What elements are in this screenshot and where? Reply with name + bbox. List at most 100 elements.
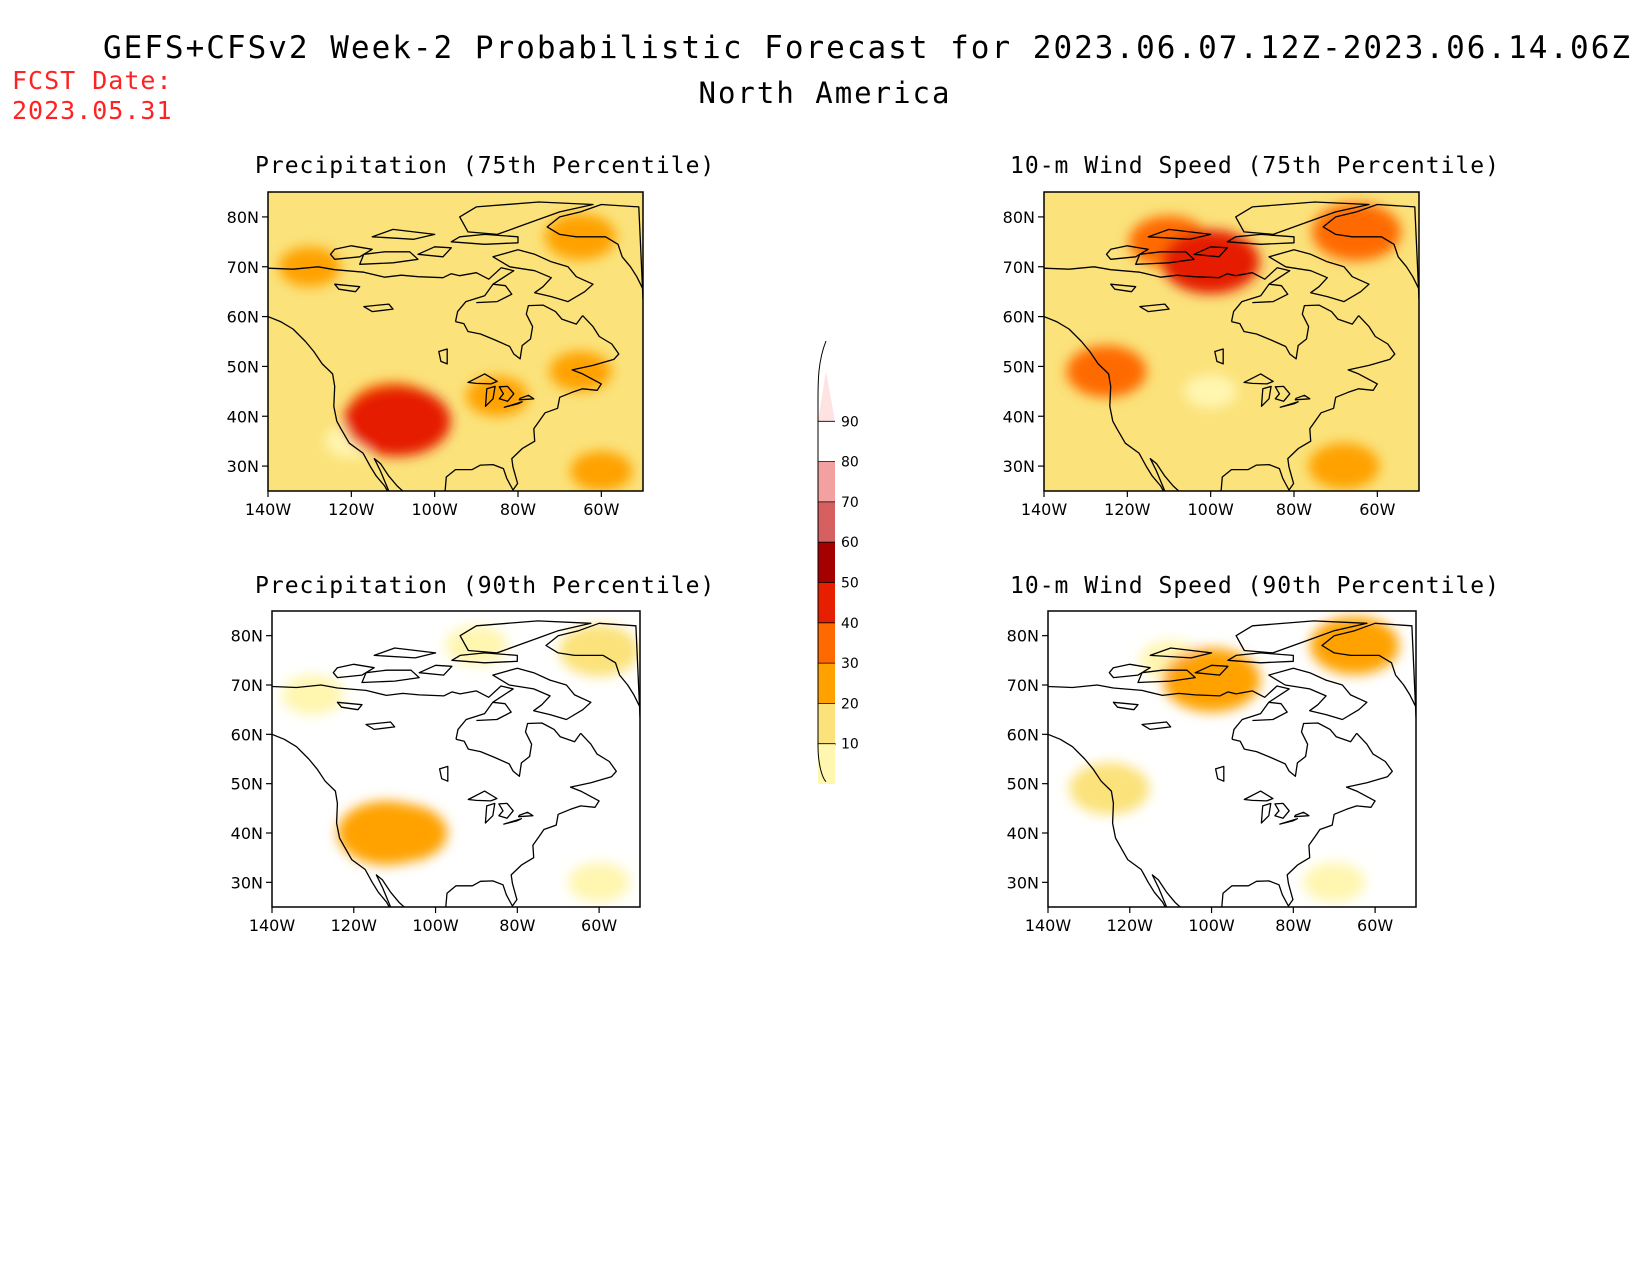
coastline-greenland: [545, 622, 640, 718]
coastline-greenland: [1322, 203, 1419, 300]
arctic-island: [361, 669, 420, 684]
great-lake: [1294, 394, 1311, 401]
lake: [438, 348, 448, 365]
colorbar-label: 60: [841, 535, 859, 551]
great-lake: [503, 401, 523, 408]
lon-tick-label: 120W: [1104, 500, 1151, 519]
arctic-island: [332, 663, 375, 679]
coastline-arctic: [268, 266, 515, 285]
great-lake: [1260, 802, 1272, 824]
lat-tick-label: 50N: [1007, 775, 1039, 794]
coastline-arctic: [1044, 266, 1291, 285]
lat-tick-label: 70N: [1007, 676, 1039, 695]
lon-tick-label: 100W: [1187, 500, 1234, 519]
lake: [1141, 721, 1172, 731]
great-lake: [498, 802, 514, 819]
map-panel-3: 140W 120W 100W 80W 60W 30N 40N 50N 60N 70N 80N: [231, 610, 641, 935]
great-lake: [1274, 802, 1290, 819]
lat-tick-label: 80N: [231, 627, 263, 646]
arctic-island: [492, 667, 592, 721]
lat-tick-label: 50N: [227, 357, 259, 376]
colorbar-swatch: [818, 622, 835, 664]
lake: [1110, 283, 1137, 293]
lon-tick-label: 100W: [411, 500, 458, 519]
lon-tick-label: 120W: [331, 916, 378, 935]
lat-tick-label: 30N: [231, 873, 263, 892]
panel-title-precip-75: Precipitation (75th Percentile): [255, 153, 716, 179]
arctic-island: [1105, 245, 1149, 260]
lake: [1139, 303, 1170, 313]
colorbar-swatch: [818, 542, 835, 583]
arctic-island: [1226, 233, 1295, 245]
field-region: [1184, 374, 1238, 409]
lat-tick-label: 80N: [1003, 208, 1035, 227]
coastline: [272, 732, 617, 907]
lon-tick-label: 120W: [1107, 916, 1154, 935]
arctic-island: [1268, 667, 1368, 721]
lake: [365, 721, 396, 731]
coastline-hudson-bay: [1231, 722, 1358, 777]
lat-tick-label: 60N: [231, 725, 263, 744]
coastline-hudson-bay: [455, 722, 582, 777]
lat-tick-label: 50N: [231, 775, 263, 794]
colorbar-label: 90: [841, 414, 859, 430]
colorbar-swatch: [818, 582, 835, 623]
great-lake: [1243, 790, 1274, 802]
great-lake: [1293, 811, 1310, 818]
lat-tick-label: 60N: [1007, 725, 1039, 744]
map-panel-4: 140W 120W 100W 80W 60W 30N 40N 50N 60N 70N 80N: [1007, 610, 1417, 935]
arctic-island: [1193, 246, 1228, 258]
lat-tick-label: 50N: [1003, 357, 1035, 376]
lon-tick-label: 80W: [500, 500, 536, 519]
great-lake: [517, 811, 534, 818]
arctic-island: [371, 228, 436, 240]
arctic-island: [373, 647, 437, 659]
map-frame: [1047, 610, 1417, 908]
field-region: [559, 624, 640, 677]
forecast-date: FCST Date: 2023.05.31: [12, 66, 173, 126]
colorbar-swatch: [818, 461, 835, 502]
arctic-island: [1147, 228, 1212, 240]
lon-tick-label: 80W: [499, 916, 535, 935]
lake: [334, 283, 361, 293]
great-lake: [1274, 385, 1291, 402]
lake: [1214, 348, 1224, 365]
arctic-island: [1235, 620, 1368, 654]
colorbar-swatch: [818, 743, 835, 784]
lon-tick-label: 80W: [1276, 500, 1312, 519]
colorbar-swatch: [818, 501, 835, 543]
great-lake: [467, 373, 498, 385]
panel-title-precip-90: Precipitation (90th Percentile): [255, 573, 716, 599]
arctic-island: [1149, 647, 1213, 659]
coastline-greenland: [1321, 622, 1416, 718]
great-lake: [1279, 818, 1299, 825]
lat-tick-label: 40N: [1007, 824, 1039, 843]
lat-tick-label: 60N: [1003, 308, 1035, 327]
field-region: [570, 451, 633, 491]
arctic-island: [1137, 669, 1196, 684]
map-frame: [1043, 191, 1420, 492]
colorbar-label: 40: [841, 616, 859, 632]
coastline-arctic: [272, 684, 514, 703]
main-title: GEFS+CFSv2 Week-2 Probabilistic Forecast…: [102, 30, 1633, 66]
field-region: [466, 376, 529, 417]
lat-tick-label: 40N: [231, 824, 263, 843]
forecast-date-label: FCST Date:: [12, 66, 173, 95]
lon-tick-label: 60W: [583, 500, 619, 519]
sub-title: North America: [698, 76, 952, 110]
field-region: [278, 246, 341, 287]
lon-tick-label: 140W: [249, 916, 296, 935]
colorbar-label: 70: [841, 495, 859, 511]
field-region: [343, 386, 451, 457]
lon-tick-label: 100W: [412, 916, 459, 935]
coastline: [268, 315, 620, 491]
coastline-hudson-bay: [1231, 304, 1360, 360]
colorbar-outline: [817, 340, 827, 783]
great-lake: [1279, 401, 1299, 408]
forecast-date-value: 2023.05.31: [12, 96, 173, 125]
lon-tick-label: 60W: [1357, 916, 1393, 935]
field-region: [1303, 862, 1366, 903]
field-region: [568, 862, 631, 903]
coastline-greenland: [546, 203, 643, 300]
arctic-island: [451, 652, 518, 664]
